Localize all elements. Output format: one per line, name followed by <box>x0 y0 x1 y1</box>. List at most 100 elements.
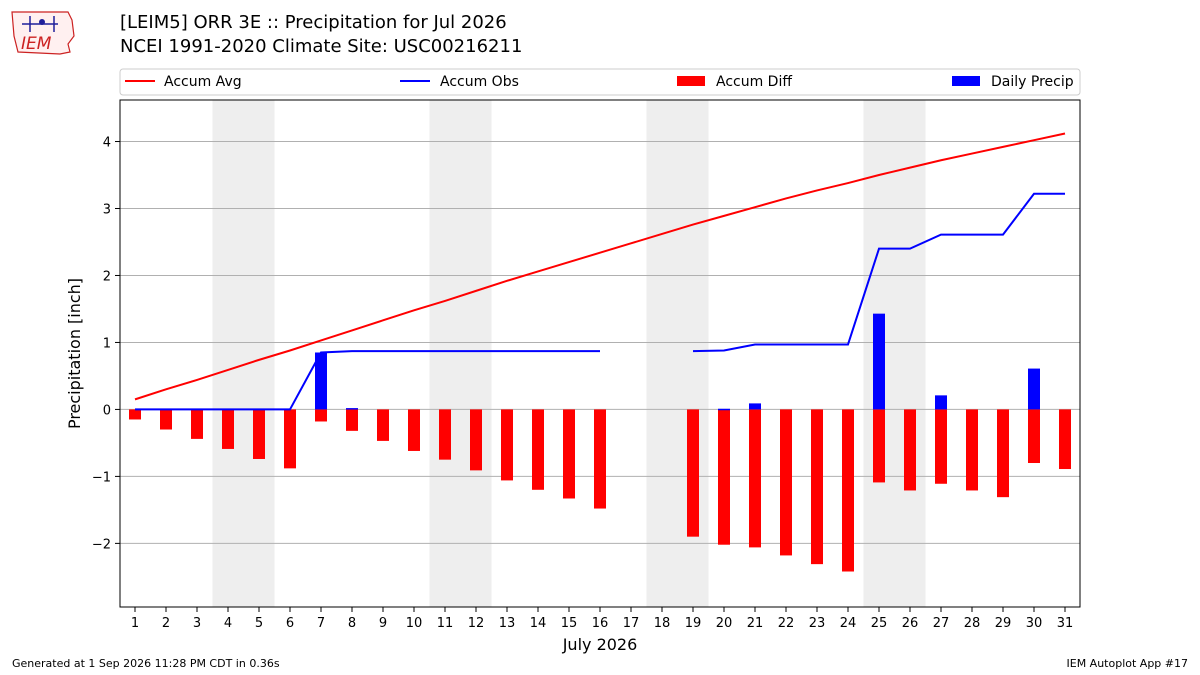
legend-label-accum-obs: Accum Obs <box>440 74 519 90</box>
daily-precip-bar <box>718 408 730 411</box>
daily-precip-bar <box>873 313 885 410</box>
legend-label-daily-precip: Daily Precip <box>991 74 1074 90</box>
accum-diff-bar <box>935 409 947 484</box>
chart-subtitle: NCEI 1991-2020 Climate Site: USC00216211 <box>120 36 523 57</box>
accum-diff-bar <box>687 409 699 537</box>
accum-diff-bar <box>749 409 761 548</box>
accum-diff-bar <box>470 409 482 471</box>
accum-diff-bar <box>532 409 544 490</box>
accum-diff-bar <box>1059 409 1071 470</box>
accum-diff-bar <box>966 409 978 491</box>
x-tick-label: 12 <box>468 616 485 631</box>
accum-diff-bar <box>160 409 172 430</box>
x-tick-label: 29 <box>995 616 1012 631</box>
accum-diff-bar <box>253 409 265 459</box>
y-tick-label: 3 <box>103 202 111 217</box>
x-tick-label: 26 <box>902 616 919 631</box>
legend-swatch-daily-precip <box>952 76 980 86</box>
x-tick-label: 16 <box>592 616 609 631</box>
legend-swatch-accum-diff <box>677 76 705 86</box>
accum-diff-bar <box>904 409 916 491</box>
accum-avg-line <box>134 132 1066 401</box>
x-axis-label: July 2026 <box>562 635 638 654</box>
x-tick-label: 14 <box>530 616 547 631</box>
daily-precip-bar <box>935 395 947 410</box>
x-tick-label: 19 <box>685 616 702 631</box>
x-tick-label: 8 <box>348 616 356 631</box>
x-tick-label: 25 <box>871 616 888 631</box>
x-tick-label: 1 <box>131 616 139 631</box>
accum-diff-bar <box>191 409 203 439</box>
daily-precip-bar <box>315 352 327 410</box>
accum-diff-bar <box>811 409 823 565</box>
x-tick-label: 30 <box>1026 616 1043 631</box>
accum-diff-bar <box>873 409 885 483</box>
accum-diff-bar <box>563 409 575 499</box>
x-tick-label: 2 <box>162 616 170 631</box>
accum-diff-bar <box>408 409 420 451</box>
x-tick-label: 23 <box>809 616 826 631</box>
accum-diff-bar <box>594 409 606 509</box>
weekend-shade <box>646 100 709 607</box>
daily-precip-bar <box>749 403 761 410</box>
legend: Accum Avg Accum Obs Accum Diff Daily Pre… <box>119 68 1081 96</box>
x-tick-label: 13 <box>499 616 516 631</box>
accum-diff-bar <box>377 409 389 441</box>
x-tick-label: 15 <box>561 616 578 631</box>
y-tick-label: 0 <box>103 403 111 418</box>
daily-precip-bar <box>1028 368 1040 410</box>
x-tick-label: 21 <box>747 616 764 631</box>
y-tick-label: 1 <box>103 336 111 351</box>
x-tick-label: 17 <box>623 616 640 631</box>
x-tick-label: 11 <box>437 616 454 631</box>
accum-diff-bar <box>718 409 730 545</box>
accum-diff-bar <box>1028 409 1040 464</box>
accum-diff-bar <box>439 409 451 460</box>
logo-text: IEM <box>21 34 52 54</box>
x-tick-label: 3 <box>193 616 201 631</box>
x-tick-label: 5 <box>255 616 263 631</box>
accum-obs-line <box>692 192 1065 353</box>
chart-title: [LEIM5] ORR 3E :: Precipitation for Jul … <box>120 12 507 33</box>
weekend-shade <box>212 100 275 607</box>
accum-diff-bar <box>780 409 792 556</box>
x-tick-label: 27 <box>933 616 950 631</box>
legend-label-accum-avg: Accum Avg <box>164 74 242 90</box>
accum-diff-bars <box>129 409 1071 572</box>
y-tick-label: 4 <box>103 136 111 151</box>
accum-diff-bar <box>129 409 141 420</box>
legend-box <box>119 68 1081 96</box>
generated-timestamp: Generated at 1 Sep 2026 11:28 PM CDT in … <box>12 657 280 670</box>
accum-diff-bar <box>346 409 358 431</box>
x-tick-label: 10 <box>406 616 423 631</box>
accum-diff-bar <box>842 409 854 572</box>
x-tick-label: 22 <box>778 616 795 631</box>
y-tick-label: −2 <box>92 537 111 552</box>
x-tick-label: 28 <box>964 616 981 631</box>
y-axis-label: Precipitation [inch] <box>65 278 84 429</box>
accum-lines <box>134 132 1066 411</box>
accum-diff-bar <box>997 409 1009 498</box>
weekend-shade <box>429 100 492 607</box>
accum-diff-bar <box>315 409 327 422</box>
daily-precip-bar <box>346 408 358 410</box>
iem-logo: IEM <box>8 6 80 62</box>
accum-obs-line <box>135 350 600 411</box>
daily-precip-bars <box>315 313 1040 411</box>
legend-label-accum-diff: Accum Diff <box>716 74 792 90</box>
x-tick-label: 24 <box>840 616 857 631</box>
x-tick-label: 9 <box>379 616 387 631</box>
accum-diff-bar <box>284 409 296 469</box>
accum-diff-bar <box>501 409 513 481</box>
y-tick-label: 2 <box>103 269 111 284</box>
x-tick-label: 20 <box>716 616 733 631</box>
x-tick-label: 18 <box>654 616 671 631</box>
accum-diff-bar <box>222 409 234 449</box>
x-tick-label: 4 <box>224 616 232 631</box>
y-tick-label: −1 <box>92 470 111 485</box>
x-tick-label: 6 <box>286 616 294 631</box>
x-tick-label: 31 <box>1057 616 1074 631</box>
x-tick-label: 7 <box>317 616 325 631</box>
